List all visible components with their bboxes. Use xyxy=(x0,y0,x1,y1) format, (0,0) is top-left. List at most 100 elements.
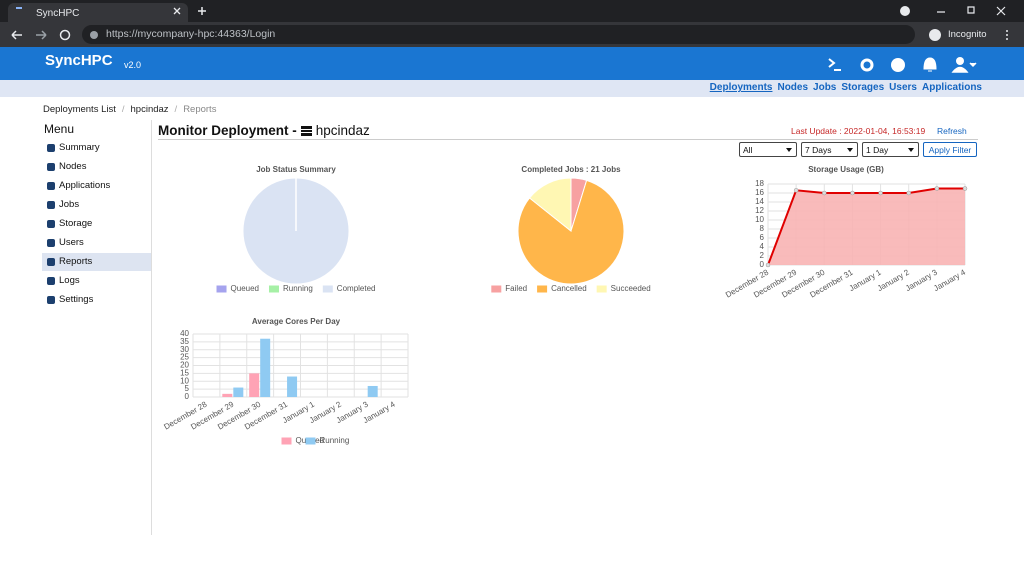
range-select[interactable]: 7 Days xyxy=(801,142,858,157)
y-tick-label: 20 xyxy=(180,361,189,370)
status-select[interactable]: All xyxy=(739,142,797,157)
refresh-link[interactable]: Refresh xyxy=(937,126,967,136)
menu-item[interactable]: Reports xyxy=(42,253,151,271)
tab-close[interactable] xyxy=(173,7,181,15)
menu-item[interactable]: Storage xyxy=(42,215,151,233)
menu-dot[interactable] xyxy=(1006,34,1008,36)
point xyxy=(962,186,968,191)
breadcrumb-link[interactable]: hpcindaz xyxy=(130,104,169,115)
point xyxy=(850,190,855,196)
area xyxy=(768,188,965,265)
legend-swatch xyxy=(491,285,502,293)
settings-icon[interactable] xyxy=(860,58,874,72)
chart-title: Job Status Summary xyxy=(256,165,336,174)
y-tick-label: 8 xyxy=(760,224,765,233)
bar-chart: Average Cores Per Day0510152025303540Dec… xyxy=(162,317,409,445)
menu-item[interactable]: Users xyxy=(42,234,151,252)
point xyxy=(906,190,911,196)
y-tick-label: 0 xyxy=(185,392,190,401)
last-update: Last Update : 2022-01-04, 16:53:19 xyxy=(791,126,926,136)
apply-filter-button[interactable]: Apply Filter xyxy=(923,142,977,157)
reload-button[interactable] xyxy=(59,29,71,41)
menu-item[interactable]: Jobs xyxy=(42,196,151,214)
y-tick-label: 12 xyxy=(755,206,764,215)
breadcrumb-current: Reports xyxy=(183,104,217,115)
legend-swatch xyxy=(268,285,279,293)
pie-chart: Completed Jobs : 21 Jobs Failed Cancelled S… xyxy=(491,165,651,293)
nav-link[interactable]: Applications xyxy=(921,82,982,93)
pie-slice xyxy=(517,179,625,285)
legend-swatch xyxy=(322,285,333,293)
menu-item[interactable]: Settings xyxy=(42,291,151,309)
legend-label: Succeeded xyxy=(611,284,651,293)
forward-button[interactable] xyxy=(36,30,47,40)
y-tick-label: 35 xyxy=(180,337,189,346)
header-icons xyxy=(828,57,977,73)
browser-icons xyxy=(11,6,1008,41)
legend-label: Failed xyxy=(505,284,527,293)
browser-tab[interactable]: SyncHPC xyxy=(8,3,188,22)
y-tick-label: 10 xyxy=(755,215,764,224)
nav-link[interactable]: Nodes xyxy=(777,82,809,93)
menu-dot[interactable] xyxy=(1006,30,1008,32)
y-tick-label: 16 xyxy=(755,188,764,197)
legend-label: Running xyxy=(320,436,350,445)
title-rule xyxy=(158,139,978,140)
bar xyxy=(222,393,233,397)
sidebar-divider xyxy=(151,120,152,535)
menu-item[interactable]: Applications xyxy=(42,177,151,195)
pie-chart: Job Status Summary Queued Running Completed xyxy=(216,165,375,293)
y-tick-label: 25 xyxy=(180,353,189,362)
notifications-icon[interactable] xyxy=(923,57,937,72)
address-bar[interactable]: https://mycompany-hpc:44363/Login xyxy=(82,25,915,44)
bar xyxy=(260,338,271,397)
bar xyxy=(233,387,244,397)
back-button[interactable] xyxy=(11,30,22,40)
window-controls[interactable] xyxy=(937,6,1006,16)
user-icon[interactable] xyxy=(956,57,964,65)
breadcrumb: Deployments List / hpcindaz / Reports xyxy=(43,104,217,115)
menu-title: Menu xyxy=(44,122,75,136)
pie-slice xyxy=(528,177,572,233)
point xyxy=(822,190,827,196)
y-tick-label: 2 xyxy=(760,251,765,260)
bar xyxy=(287,376,298,397)
nav-link[interactable]: Jobs xyxy=(813,82,837,93)
profile-button[interactable] xyxy=(900,6,910,16)
incognito-badge[interactable]: Incognito xyxy=(948,29,987,40)
nav-link[interactable]: Storages xyxy=(841,82,885,93)
page-title: Monitor Deployment - hpcindaz xyxy=(158,123,370,138)
terminal-icon[interactable] xyxy=(828,58,841,71)
deployment-name: hpcindaz xyxy=(315,123,370,138)
legend-swatch xyxy=(281,437,292,445)
app-version: v2.0 xyxy=(124,60,142,70)
legend-swatch xyxy=(305,437,316,445)
legend-label: Cancelled xyxy=(551,284,587,293)
legend-swatch xyxy=(596,285,607,293)
chart-title: Storage Usage (GB) xyxy=(808,165,884,174)
new-tab[interactable] xyxy=(198,7,206,15)
sub-nav xyxy=(0,80,1024,97)
incognito-icon xyxy=(929,29,941,41)
site-info[interactable] xyxy=(90,31,98,39)
legend-swatch xyxy=(216,285,227,293)
menu-item[interactable]: Nodes xyxy=(42,158,151,176)
menu-item[interactable]: Summary xyxy=(42,139,151,157)
legend-label: Running xyxy=(283,284,313,293)
nav-link[interactable]: Deployments xyxy=(709,82,773,93)
y-tick-label: 30 xyxy=(180,345,189,354)
user-menu[interactable] xyxy=(951,62,977,73)
menu-dot[interactable] xyxy=(1006,38,1008,40)
point xyxy=(878,190,883,196)
app-name[interactable]: SyncHPC xyxy=(45,52,113,69)
point xyxy=(934,186,940,191)
help-icon[interactable] xyxy=(891,58,905,72)
line xyxy=(767,187,965,266)
interval-select[interactable]: 1 Day xyxy=(862,142,919,157)
menu-item[interactable]: Logs xyxy=(42,272,151,290)
x-tick-label: January 4 xyxy=(932,267,967,293)
breadcrumb-link[interactable]: Deployments List xyxy=(43,104,116,115)
nav-link[interactable]: Users xyxy=(889,82,917,93)
y-tick-label: 18 xyxy=(755,179,764,188)
